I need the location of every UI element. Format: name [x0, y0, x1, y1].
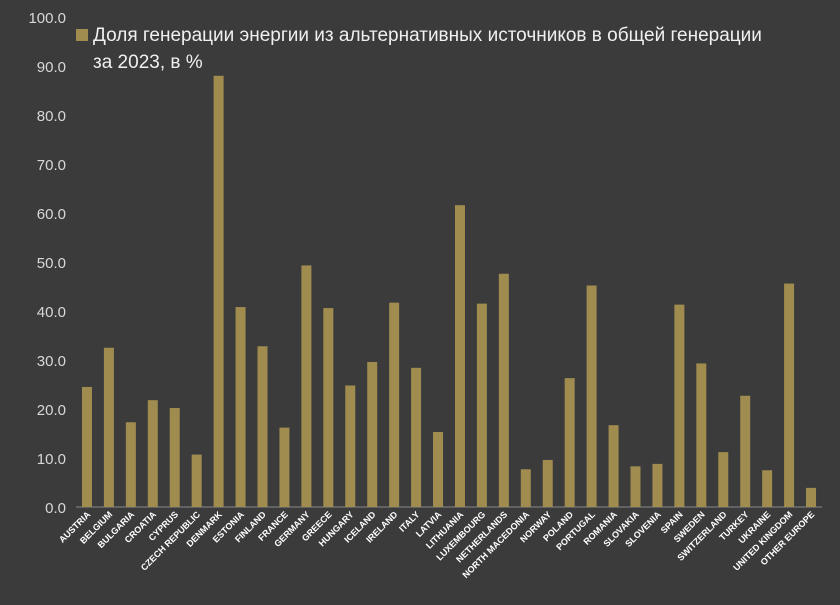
- y-tick-label: 60.0: [37, 206, 66, 223]
- y-tick-label: 100.0: [28, 10, 66, 27]
- y-tick-label: 0.0: [45, 500, 66, 517]
- y-tick-label: 80.0: [37, 108, 66, 125]
- bars: [81, 75, 817, 508]
- bar: [389, 302, 400, 507]
- bar: [762, 470, 773, 507]
- bar: [323, 308, 334, 507]
- y-tick-labels: 0.0 10.0 20.0 30.0 40.0 50.0 60.0 70.0 80.0 90.0 1…: [28, 10, 66, 517]
- legend: Доля генерации энергии из альтернативных…: [76, 25, 762, 73]
- y-tick-label: 20.0: [37, 402, 66, 419]
- bar: [169, 408, 180, 507]
- y-tick-label: 30.0: [37, 353, 66, 370]
- bar: [81, 386, 92, 507]
- legend-label-line1: Доля генерации энергии из альтернативных…: [93, 25, 762, 46]
- bar: [498, 273, 509, 507]
- bar: [652, 463, 663, 507]
- bar: [257, 346, 268, 507]
- x-tick-labels: AUSTRIABELGIUMBULGARIACROATIACYPRUSCZECH…: [57, 509, 816, 580]
- bar: [147, 400, 158, 507]
- legend-swatch: [76, 29, 88, 41]
- bar: [806, 487, 817, 507]
- bar: [213, 75, 224, 508]
- bar: [696, 363, 707, 507]
- bar: [674, 304, 685, 507]
- bar: [608, 425, 619, 507]
- bar: [433, 432, 444, 507]
- bar: [586, 285, 597, 507]
- bar: [235, 307, 246, 507]
- bar: [564, 378, 575, 507]
- y-tick-label: 50.0: [37, 255, 66, 272]
- bar: [103, 347, 114, 507]
- bar: [520, 469, 531, 507]
- legend-label-line2: за 2023, в %: [93, 52, 203, 73]
- bar: [367, 361, 378, 507]
- bar: [784, 283, 795, 507]
- bar: [542, 459, 553, 507]
- bar: [630, 466, 641, 507]
- bar: [345, 385, 356, 507]
- bar: [191, 454, 202, 507]
- y-tick-label: 70.0: [37, 157, 66, 174]
- bar: [476, 303, 487, 507]
- y-tick-label: 10.0: [37, 451, 66, 468]
- bar: [718, 452, 729, 507]
- bar: [740, 395, 751, 507]
- bar: [125, 422, 136, 507]
- bar: [301, 265, 312, 507]
- bar: [411, 367, 422, 507]
- bar: [454, 205, 465, 507]
- y-tick-label: 40.0: [37, 304, 66, 321]
- bar: [279, 427, 290, 507]
- y-tick-label: 90.0: [37, 59, 66, 76]
